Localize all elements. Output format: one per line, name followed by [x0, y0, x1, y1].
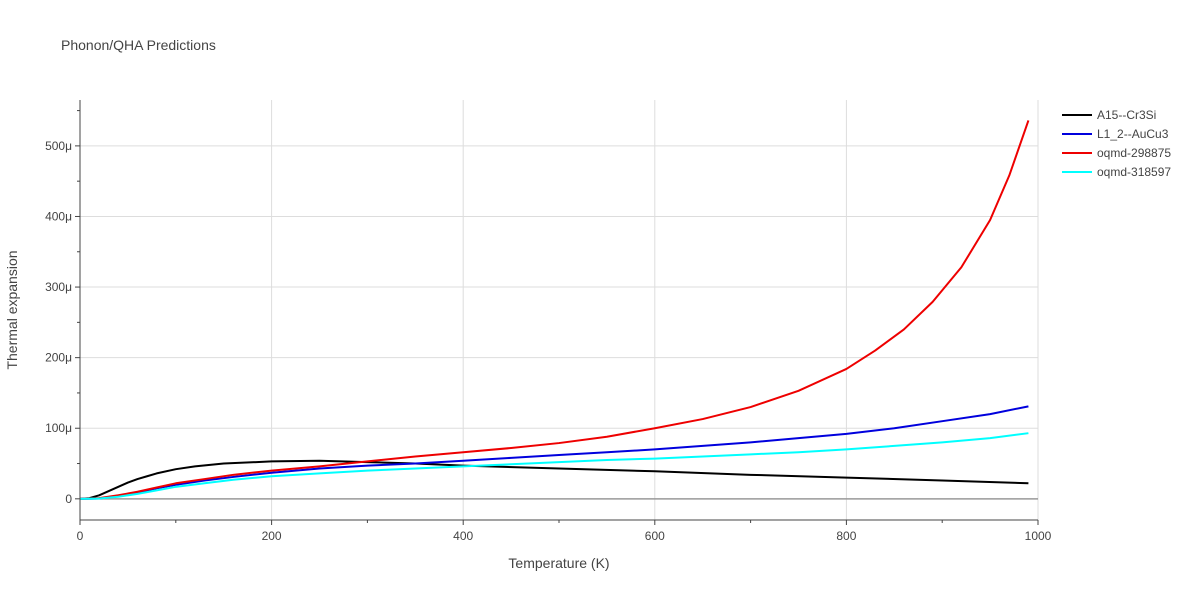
y-tick-label: 200μ: [45, 351, 72, 365]
x-tick-label: 0: [77, 529, 84, 543]
y-axis-title: Thermal expansion: [4, 250, 20, 369]
x-tick-label: 400: [453, 529, 473, 543]
chart-title: Phonon/QHA Predictions: [61, 37, 216, 53]
y-tick-label: 300μ: [45, 280, 72, 294]
legend: A15--Cr3Si L1_2--AuCu3 oqmd-298875 oqmd-318…: [1062, 108, 1171, 179]
y-tick-label: 400μ: [45, 209, 72, 223]
legend-item[interactable]: L1_2--AuCu3: [1062, 127, 1169, 141]
y-tick-label: 500μ: [45, 139, 72, 153]
series-layer: [79, 120, 1030, 500]
series-line-oqmd-298875: [79, 120, 1030, 500]
axis-layer: 0 200 400 600 800 1000 0 100μ 200μ 300μ 400μ 500μ: [45, 100, 1052, 543]
legend-label: oqmd-318597: [1097, 165, 1171, 179]
x-axis-title: Temperature (K): [508, 555, 609, 571]
x-tick-label: 1000: [1025, 529, 1052, 543]
series-line-A15--Cr3Si: [79, 459, 1029, 500]
y-tick-label: 0: [65, 492, 72, 506]
x-tick-label: 800: [836, 529, 856, 543]
legend-label: oqmd-298875: [1097, 146, 1171, 160]
legend-label: A15--Cr3Si: [1097, 108, 1156, 122]
grid-layer: [80, 100, 1039, 520]
series-line-L1_2--AuCu3: [79, 405, 1029, 500]
legend-item[interactable]: oqmd-318597: [1062, 165, 1171, 179]
y-tick-label: 100μ: [45, 421, 72, 435]
legend-item[interactable]: oqmd-298875: [1062, 146, 1171, 160]
series-line-oqmd-318597: [79, 432, 1029, 500]
legend-label: L1_2--AuCu3: [1097, 127, 1169, 141]
x-tick-label: 600: [645, 529, 665, 543]
x-tick-label: 200: [262, 529, 282, 543]
legend-item[interactable]: A15--Cr3Si: [1062, 108, 1156, 122]
